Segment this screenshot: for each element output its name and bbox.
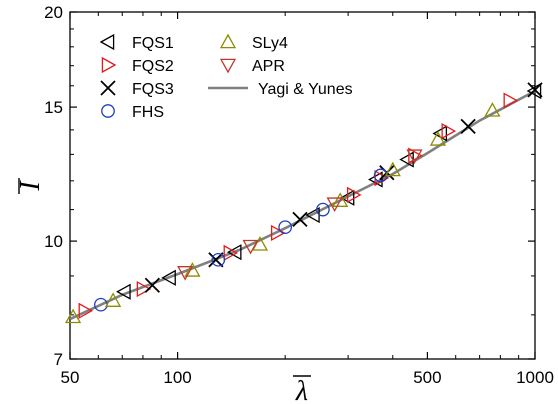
data-point-fqs3 <box>527 82 543 98</box>
series-fqs2 <box>78 92 519 319</box>
legend-label-sly4: SLy4 <box>252 35 288 52</box>
x-tick-label: 500 <box>413 368 441 387</box>
y-axis-label: I <box>15 178 46 194</box>
data-point-sly4 <box>332 192 349 207</box>
legend-marker-fqs2 <box>101 56 117 74</box>
series-yagi-yunes <box>69 89 536 321</box>
data-point-fqs2 <box>78 302 94 319</box>
legend-label-apr: APR <box>252 58 285 75</box>
data-point-fqs2 <box>408 147 423 164</box>
legend-marker-sly4 <box>219 33 237 49</box>
legend-label-fhs: FHS <box>132 104 164 121</box>
data-point-fqs2 <box>441 122 457 140</box>
series-layer <box>64 82 543 324</box>
data-point-fhs <box>316 202 330 217</box>
x-axis-label-text: λ <box>295 376 308 404</box>
data-point-apr <box>242 239 259 255</box>
data-point-fqs2 <box>346 186 362 204</box>
series-sly4 <box>64 102 501 324</box>
legend-label-fqs1: FQS1 <box>132 35 174 52</box>
data-point-fqs3 <box>144 277 161 293</box>
data-point-fqs2 <box>503 92 519 109</box>
y-tick-label: 7 <box>54 350 63 369</box>
data-point-fqs3 <box>208 252 224 268</box>
data-point-fqs2 <box>270 224 286 242</box>
legend-item-fqs2: FQS2 <box>101 56 174 75</box>
data-point-apr <box>326 197 343 212</box>
data-point-fqs1 <box>226 244 242 261</box>
legend-label-yagi-yunes: Yagi & Yunes <box>258 81 353 98</box>
y-tick-label: 10 <box>44 232 63 251</box>
plot-frame <box>69 11 536 360</box>
data-point-fqs2 <box>223 244 239 261</box>
legend-marker-fqs1 <box>99 33 115 51</box>
legend-item-fqs3: FQS3 <box>100 80 174 98</box>
axis-ticks <box>69 11 536 360</box>
legend: FQS1 FQS2 FQS3 FHS SLy4 APR Yagi & Yunes <box>99 33 353 121</box>
data-point-fqs1 <box>526 82 542 100</box>
x-tick-label: 100 <box>163 368 191 387</box>
data-point-fhs <box>278 220 293 235</box>
legend-label-fqs3: FQS3 <box>132 81 174 98</box>
axis-tick-labels: 50 100 500 1000 7 10 15 20 <box>44 3 554 387</box>
data-point-fqs2 <box>136 280 152 298</box>
data-point-sly4 <box>429 131 447 146</box>
data-point-fqs1 <box>161 269 176 286</box>
data-point-sly4 <box>104 292 122 307</box>
y-axis-label-text: I <box>15 180 46 192</box>
x-axis-label: λ <box>293 375 311 404</box>
series-apr <box>177 149 423 281</box>
legend-item-apr: APR <box>219 58 285 75</box>
series-fqs3 <box>144 82 543 293</box>
legend-item-fqs1: FQS1 <box>99 33 174 52</box>
data-point-apr <box>177 266 194 281</box>
x-tick-label: 50 <box>61 368 80 387</box>
y-tick-label: 20 <box>44 3 63 22</box>
legend-marker-apr <box>219 58 237 74</box>
legend-item-sly4: SLy4 <box>219 33 288 52</box>
fit-curve-line <box>69 89 536 321</box>
legend-item-yagi-yunes: Yagi & Yunes <box>208 81 353 98</box>
data-point-sly4 <box>184 262 201 277</box>
data-point-fhs <box>211 252 226 267</box>
data-point-fqs1 <box>116 283 131 300</box>
data-point-sly4 <box>384 161 401 177</box>
legend-marker-fhs <box>101 104 115 118</box>
legend-marker-fqs3 <box>100 80 116 96</box>
legend-label-fqs2: FQS2 <box>132 58 174 75</box>
data-point-fqs1 <box>432 125 448 142</box>
data-point-sly4 <box>64 308 82 324</box>
legend-item-fhs: FHS <box>101 104 164 121</box>
data-point-fqs3 <box>292 211 308 227</box>
data-point-apr <box>406 149 423 164</box>
data-point-fqs3 <box>460 118 476 135</box>
data-point-sly4 <box>484 102 501 117</box>
y-tick-label: 15 <box>44 98 63 117</box>
x-tick-label: 1000 <box>516 368 554 387</box>
